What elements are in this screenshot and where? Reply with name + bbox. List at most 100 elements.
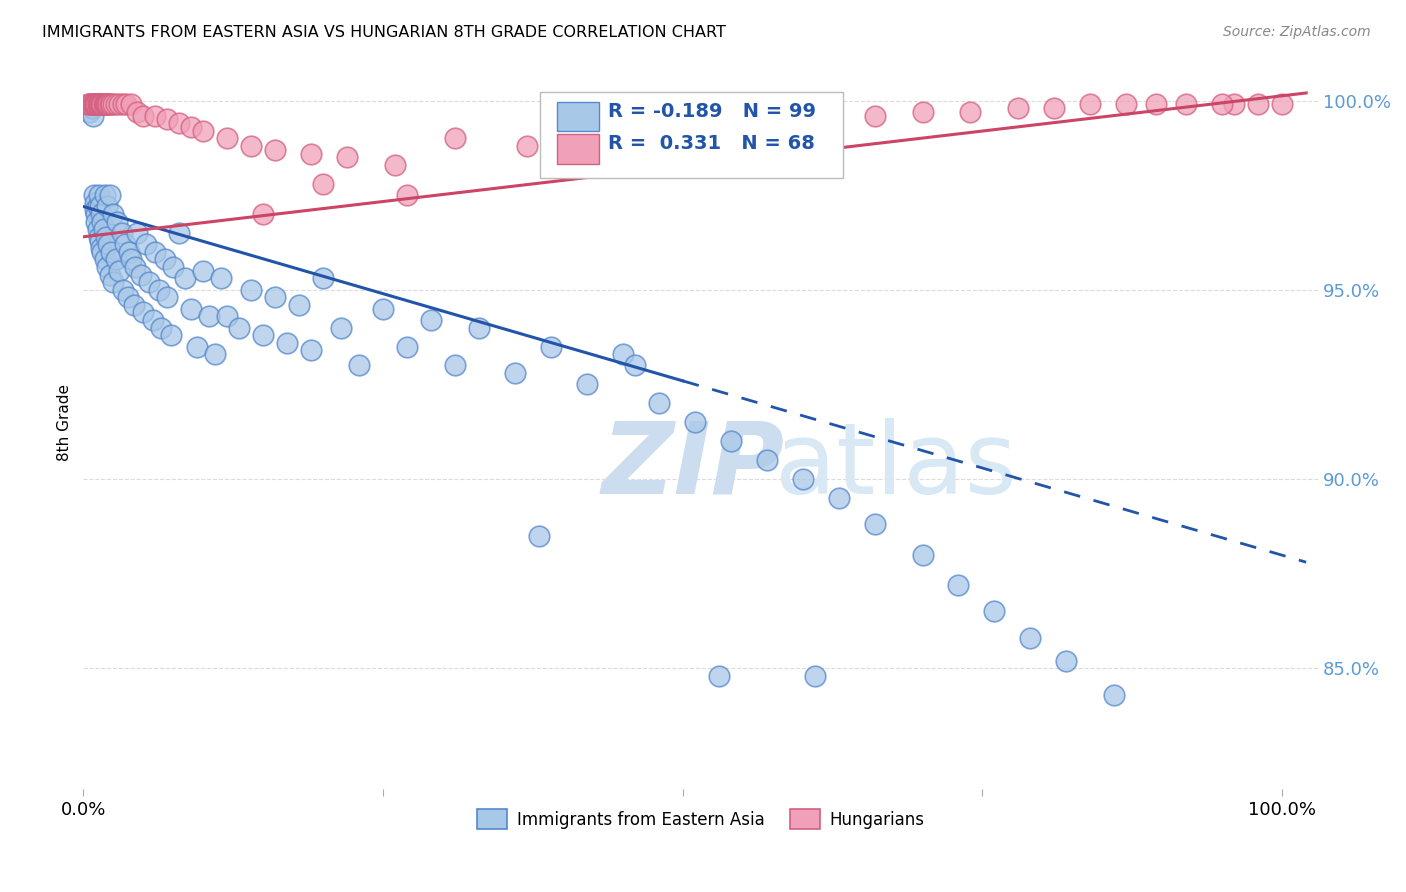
Point: [100, 244, 122, 259]
Point: [87, 188, 110, 202]
Point: [124, 260, 146, 274]
Point: [167, 116, 190, 130]
Point: [86, 199, 108, 213]
Point: [148, 283, 170, 297]
Point: [118, 244, 141, 259]
Point: [111, 226, 134, 240]
Point: [82, 109, 104, 123]
Point: [983, 604, 1005, 618]
Point: [1175, 97, 1198, 112]
Y-axis label: 8th Grade: 8th Grade: [58, 384, 72, 460]
Point: [98, 188, 121, 202]
Point: [159, 328, 181, 343]
Point: [114, 237, 136, 252]
Point: [132, 305, 155, 319]
Point: [84, 195, 107, 210]
Point: [91, 244, 114, 259]
FancyBboxPatch shape: [540, 92, 842, 178]
Point: [803, 669, 825, 683]
Point: [198, 310, 221, 324]
Point: [312, 271, 335, 285]
Point: [612, 347, 634, 361]
Point: [94, 97, 117, 112]
Text: Source: ZipAtlas.com: Source: ZipAtlas.com: [1223, 25, 1371, 39]
Point: [94, 188, 117, 202]
Point: [444, 131, 467, 145]
Point: [911, 104, 934, 119]
Point: [104, 252, 127, 267]
Point: [540, 339, 562, 353]
Point: [228, 320, 250, 334]
Point: [120, 97, 142, 112]
Point: [91, 214, 114, 228]
Point: [167, 226, 190, 240]
Point: [209, 271, 232, 285]
Point: [93, 97, 115, 112]
FancyBboxPatch shape: [557, 102, 599, 131]
Point: [100, 97, 122, 112]
Point: [89, 97, 111, 112]
Point: [86, 222, 108, 236]
Point: [252, 207, 274, 221]
Point: [135, 237, 157, 252]
Point: [96, 260, 118, 274]
Point: [1247, 97, 1270, 112]
Point: [97, 237, 120, 252]
Text: IMMIGRANTS FROM EASTERN ASIA VS HUNGARIAN 8TH GRADE CORRELATION CHART: IMMIGRANTS FROM EASTERN ASIA VS HUNGARIA…: [42, 25, 725, 40]
Point: [111, 283, 134, 297]
Point: [863, 517, 886, 532]
Point: [217, 131, 239, 145]
Point: [84, 97, 107, 112]
Text: ZIP: ZIP: [602, 417, 785, 515]
Point: [516, 139, 538, 153]
Point: [93, 222, 115, 236]
Point: [89, 199, 111, 213]
Point: [588, 124, 610, 138]
Point: [103, 207, 125, 221]
Point: [117, 290, 139, 304]
Point: [90, 241, 112, 255]
Point: [217, 310, 239, 324]
Point: [371, 301, 394, 316]
Point: [252, 328, 274, 343]
Point: [87, 97, 110, 112]
Point: [648, 396, 671, 410]
Point: [153, 252, 176, 267]
Point: [80, 97, 103, 112]
Point: [156, 112, 179, 127]
Point: [98, 97, 121, 112]
Point: [1211, 97, 1233, 112]
Point: [143, 109, 166, 123]
Point: [863, 109, 886, 123]
Point: [186, 339, 208, 353]
Point: [79, 104, 101, 119]
Point: [103, 97, 125, 112]
Text: atlas: atlas: [775, 417, 1017, 515]
Point: [180, 301, 202, 316]
Point: [1115, 97, 1137, 112]
Point: [444, 359, 467, 373]
Point: [89, 234, 111, 248]
Point: [86, 97, 108, 112]
Point: [623, 359, 645, 373]
Point: [330, 320, 353, 334]
Point: [96, 199, 118, 213]
Point: [276, 335, 298, 350]
Point: [288, 298, 311, 312]
Point: [84, 203, 107, 218]
Point: [395, 188, 418, 202]
Point: [86, 97, 108, 112]
Point: [336, 150, 359, 164]
Point: [395, 339, 418, 353]
Point: [527, 529, 550, 543]
Point: [111, 97, 134, 112]
Point: [1019, 631, 1042, 645]
Point: [1223, 97, 1246, 112]
Point: [1271, 97, 1294, 112]
Text: R =  0.331   N = 68: R = 0.331 N = 68: [609, 135, 815, 153]
Point: [959, 104, 981, 119]
Point: [87, 229, 110, 244]
Point: [193, 124, 215, 138]
Point: [312, 177, 335, 191]
Point: [122, 298, 145, 312]
